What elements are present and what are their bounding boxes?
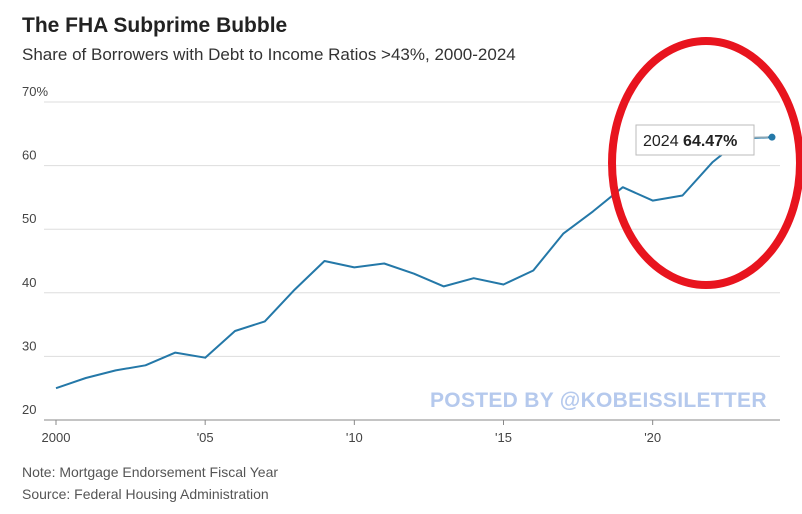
last-point-marker	[768, 133, 776, 141]
annotation-box	[635, 124, 755, 156]
x-tick-label: '05	[197, 430, 214, 445]
chart-source: Source: Federal Housing Administration	[22, 486, 269, 502]
annotation-label: 2024 64.47%	[643, 133, 737, 150]
chart-title: The FHA Subprime Bubble	[22, 14, 288, 37]
y-tick-label: 30	[22, 338, 36, 353]
x-tick-label: '15	[495, 430, 512, 445]
series-line	[55, 136, 773, 390]
y-tick-label: 40	[22, 275, 36, 290]
y-tick-label: 50	[22, 211, 36, 226]
y-tick-label: 60	[22, 148, 36, 163]
highlight-circle	[608, 37, 802, 289]
y-tick-label: 20	[22, 402, 36, 417]
y-tick-label: 70%	[22, 84, 48, 99]
x-tick-label: '20	[644, 430, 661, 445]
x-tick-label: '10	[346, 430, 363, 445]
annotation-value: 64.47%	[683, 133, 737, 150]
chart-subtitle: Share of Borrowers with Debt to Income R…	[22, 45, 516, 64]
chart-note: Note: Mortgage Endorsement Fiscal Year	[22, 464, 279, 480]
x-tick-label: 2000	[42, 430, 71, 445]
watermark: POSTED BY @KOBEISSILETTER	[430, 389, 767, 412]
annotation-year: 2024	[643, 133, 683, 150]
